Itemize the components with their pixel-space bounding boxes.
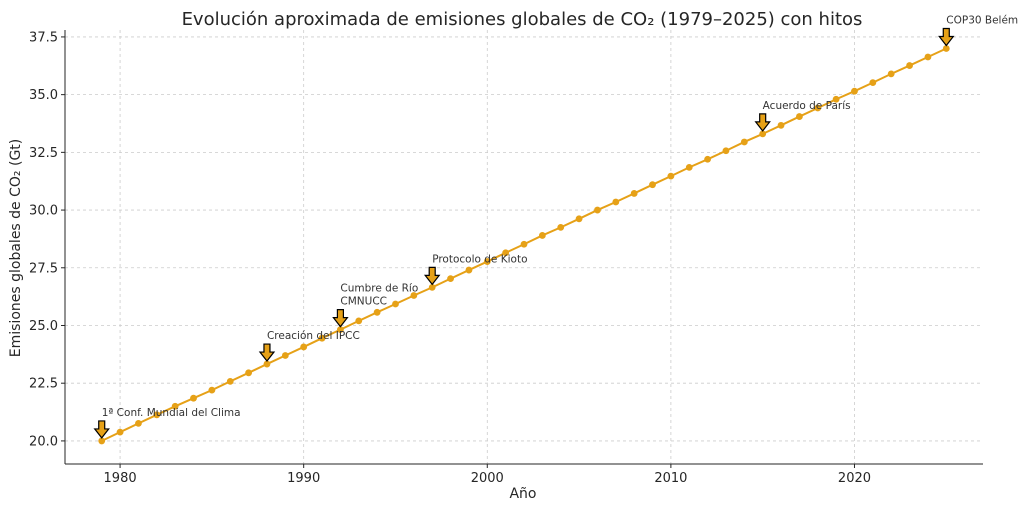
y-axis-label: Emisiones globales de CO₂ (Gt) [8,139,24,357]
data-point [814,104,822,112]
data-point [171,402,179,410]
data-point [906,62,913,69]
data-point [924,53,932,61]
data-point [538,232,546,239]
milestone-arrow [938,27,955,47]
data-point [575,215,583,223]
data-point [428,283,436,291]
data-point [208,386,216,394]
data-point [447,275,454,283]
data-point [98,437,106,445]
y-tick-label: 32.5 [29,146,58,161]
annotation-layer: 1ª Conf. Mundial del Clima Creación del I… [93,14,1018,439]
y-tick-label: 35.0 [29,88,58,103]
milestone-arrow [93,420,110,439]
y-tick-label: 30.0 [29,204,58,219]
data-point [226,377,234,385]
data-point [740,138,748,146]
data-point [483,258,491,265]
data-point [392,300,399,308]
y-tick-label: 37.5 [29,30,58,45]
data-point [759,130,767,138]
data-point [465,266,473,274]
data-point [520,240,528,248]
data-point [337,326,344,334]
series-layer [98,45,950,445]
data-point [612,198,620,206]
y-tick-label: 27.5 [29,261,58,276]
milestone-label: 1ª Conf. Mundial del Clima [102,407,241,419]
data-point [630,190,638,197]
data-point [832,95,840,103]
y-tick-label: 25.0 [29,319,58,334]
data-point [777,121,785,129]
milestone-arrow [332,309,349,328]
data-point [281,352,289,359]
data-point [245,369,253,377]
data-point [318,334,326,342]
data-point [300,343,308,351]
milestone-label: Acuerdo de París [763,100,851,112]
data-point [704,155,711,163]
milestone-label: COP30 Belém [946,14,1018,26]
data-point [649,181,656,189]
data-point [869,79,877,87]
milestone-arrow [423,266,441,286]
data-point [355,317,363,325]
milestone-label: Protocolo de Kioto [432,253,527,265]
grid-layer [65,30,983,464]
data-point [502,249,510,257]
data-point [263,360,271,368]
data-point [722,147,730,155]
x-tick-label: 2010 [654,471,687,486]
chart-title: Evolución aproximada de emisiones global… [182,9,863,30]
data-point [942,45,950,52]
data-point [410,292,418,299]
y-tick-label: 20.0 [29,434,58,449]
x-tick-label: 1980 [104,471,137,486]
data-point [116,428,124,436]
data-point [851,87,858,95]
milestone-label: Creación del IPCC [267,330,360,342]
data-point [557,223,565,231]
x-tick-label: 2000 [471,471,504,486]
data-point [685,163,693,171]
data-point [667,172,675,180]
data-point [153,411,161,419]
data-point [796,113,803,120]
x-tick-label: 2020 [838,471,871,486]
y-tick-label: 22.5 [29,377,58,392]
data-point [373,308,381,316]
milestone-arrow [754,113,771,132]
x-axis-label: Año [509,486,536,502]
milestone-label: Cumbre de Río CMNUCC [340,283,418,308]
data-point [594,206,601,214]
data-point [190,394,197,402]
x-tick-label: 1990 [287,471,320,486]
axes-layer: 1980 1990 2000 2010 2020 20.0 22.5 25.0 27.5 30.0… [29,30,983,486]
data-point [135,419,142,427]
data-point [887,70,895,78]
milestone-arrow [258,343,276,363]
